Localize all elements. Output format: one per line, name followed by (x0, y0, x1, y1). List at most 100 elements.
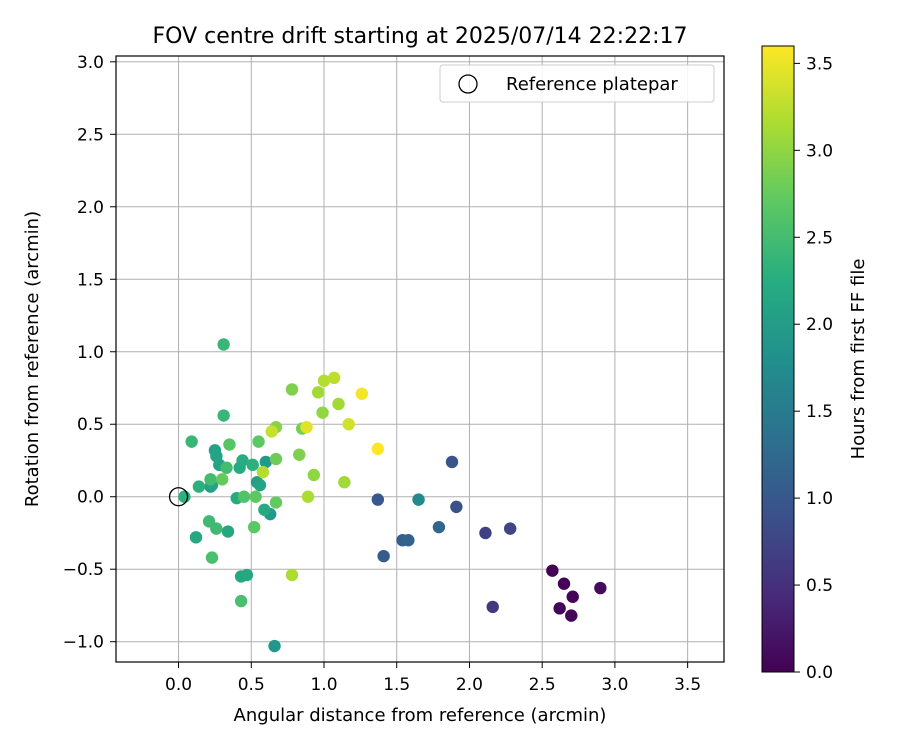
grid (116, 56, 724, 662)
axes: 0.0 0.5 1.0 1.5 2.0 2.5 3.0 3.5 −1.0 −0.5 0.0 0.5 1.… (63, 53, 725, 695)
colorbar-tick-label: 0.0 (806, 663, 833, 683)
reference-platepar-marker (168, 487, 189, 507)
data-point (332, 397, 345, 411)
data-point (256, 465, 270, 479)
data-point (285, 383, 299, 396)
legend-box (439, 64, 715, 103)
data-point (236, 454, 249, 467)
legend-label-reference: Reference platepar (506, 74, 678, 95)
data-point (300, 420, 313, 434)
legend: Reference platepar (439, 64, 715, 103)
colorbar-tick-label: 3.0 (806, 141, 833, 161)
data-point (479, 526, 492, 540)
colorbar: 0.0 0.5 1.0 1.5 2.0 2.5 3.0 3.5 Hours from firs… (761, 45, 869, 683)
x-tick-label: 3.5 (674, 675, 701, 695)
data-point (301, 490, 315, 503)
data-point (265, 425, 278, 438)
data-points (168, 338, 607, 653)
colorbar-tick-label: 3.5 (806, 54, 833, 74)
data-point (217, 338, 230, 351)
y-axis-label: Rotation from reference (arcmin) (22, 211, 43, 507)
x-tick-label: 0.5 (238, 675, 265, 695)
colorbar-tick-label: 2.5 (806, 228, 833, 248)
data-point (566, 590, 579, 603)
y-tick-label: 3.0 (77, 53, 104, 73)
data-point (253, 478, 267, 492)
data-point (594, 581, 607, 595)
data-point (311, 386, 325, 399)
data-point (293, 448, 306, 461)
colorbar-tick-label: 2.0 (806, 315, 833, 335)
data-point (327, 371, 341, 385)
data-point (307, 468, 321, 482)
x-tick-label: 2.0 (456, 675, 483, 695)
data-point (269, 496, 283, 509)
data-point (565, 609, 578, 622)
colorbar-ticks: 0.0 0.5 1.0 1.5 2.0 2.5 3.0 3.5 (794, 54, 833, 683)
data-point (316, 406, 329, 419)
data-point (252, 435, 265, 448)
data-point (237, 490, 251, 503)
y-tick-label: 0.0 (77, 488, 104, 508)
data-point (258, 503, 271, 516)
data-point (178, 490, 191, 503)
data-point (210, 449, 223, 463)
data-point (215, 473, 229, 486)
data-point (432, 520, 446, 534)
colorbar-label: Hours from first FF file (848, 259, 869, 460)
data-point (503, 522, 517, 535)
data-point (269, 452, 283, 466)
data-point (285, 568, 299, 582)
data-point (185, 435, 198, 448)
data-point (557, 577, 571, 590)
data-point (217, 409, 230, 422)
y-tick-label: 0.5 (77, 415, 104, 435)
colorbar-tick-label: 0.5 (806, 576, 833, 596)
data-point (240, 568, 254, 582)
data-point (189, 531, 203, 544)
data-point (223, 438, 236, 451)
data-point (342, 418, 355, 431)
data-point (371, 493, 385, 506)
chart-title: FOV centre drift starting at 2025/07/14 … (153, 24, 688, 49)
data-point (450, 500, 463, 514)
data-point (377, 549, 390, 563)
data-point (553, 602, 566, 615)
y-tick-label: 2.0 (77, 198, 104, 218)
colorbar-tick-label: 1.0 (806, 489, 833, 509)
data-point (202, 515, 216, 528)
data-point (220, 461, 233, 474)
x-tick-label: 1.5 (383, 675, 410, 695)
data-point (445, 455, 459, 469)
data-point (412, 493, 425, 506)
data-point (546, 564, 559, 577)
y-tick-label: −0.5 (63, 560, 104, 580)
data-point (486, 600, 499, 614)
data-point (338, 476, 351, 489)
x-axis-label: Angular distance from reference (arcmin) (234, 705, 607, 726)
data-point (221, 525, 235, 538)
y-tick-label: 1.0 (77, 343, 104, 363)
data-point (317, 374, 331, 387)
x-tick-label: 1.0 (310, 675, 337, 695)
data-point (192, 480, 206, 493)
y-tick-label: 2.5 (77, 125, 104, 145)
data-point (355, 387, 369, 400)
data-point (371, 442, 385, 456)
y-tick-label: 1.5 (77, 270, 104, 290)
data-point (249, 490, 262, 503)
data-point (204, 473, 217, 486)
colorbar-gradient (761, 45, 795, 673)
data-point (234, 594, 248, 608)
colorbar-tick-label: 1.5 (806, 402, 833, 422)
x-tick-label: 2.5 (529, 675, 556, 695)
y-tick-label: −1.0 (63, 633, 104, 653)
legend-marker-reference (458, 74, 478, 94)
data-point (259, 455, 273, 469)
data-point (402, 534, 415, 547)
data-point (205, 551, 219, 564)
plot-frame (115, 55, 725, 663)
data-point (268, 639, 281, 653)
